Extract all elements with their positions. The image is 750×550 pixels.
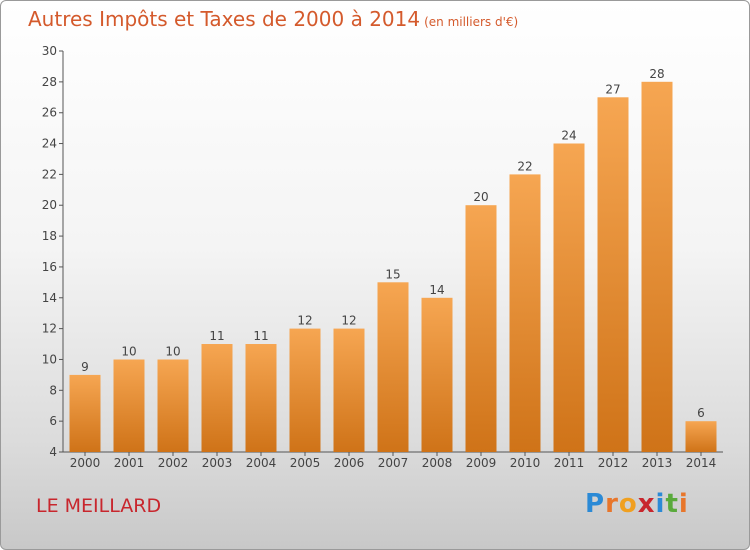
bar	[685, 421, 717, 452]
bar	[641, 81, 673, 453]
x-tick-label: 2000	[70, 456, 101, 470]
y-tick-label: 16	[42, 260, 57, 274]
bar-value-label: 27	[605, 82, 620, 96]
brand-letter: o	[618, 489, 638, 519]
bar-value-label: 22	[517, 159, 532, 173]
chart-subtitle: (en milliers d'€)	[424, 15, 519, 29]
bar-value-label: 24	[561, 129, 576, 143]
y-tick-label: 20	[42, 198, 57, 212]
y-tick-label: 24	[42, 137, 57, 151]
y-tick-label: 8	[49, 383, 57, 397]
bar-value-label: 12	[341, 314, 356, 328]
bar-value-label: 14	[429, 283, 444, 297]
bar-value-label: 15	[385, 267, 400, 281]
brand-letter: x	[637, 489, 656, 519]
bar-value-label: 11	[209, 329, 224, 343]
bar-value-label: 28	[649, 67, 664, 81]
y-tick-label: 10	[42, 352, 57, 366]
bar-value-label: 12	[297, 314, 312, 328]
bar	[421, 297, 453, 452]
bar	[245, 344, 277, 452]
y-tick-label: 14	[42, 291, 57, 305]
chart-title: Autres Impôts et Taxes de 2000 à 2014 (en…	[28, 7, 518, 31]
x-tick-label: 2011	[554, 456, 585, 470]
x-tick-label: 2003	[202, 456, 233, 470]
x-tick-label: 2005	[290, 456, 321, 470]
x-tick-label: 2012	[598, 456, 629, 470]
proxiti-logo: Proxiti	[585, 489, 689, 519]
x-tick-label: 2009	[466, 456, 497, 470]
x-tick-label: 2006	[334, 456, 365, 470]
brand-letter: P	[585, 489, 606, 519]
y-tick-label: 4	[49, 445, 57, 459]
place-name: LE MEILLARD	[36, 495, 162, 517]
bar	[597, 97, 629, 453]
x-tick-label: 2008	[422, 456, 453, 470]
y-tick-label: 6	[49, 414, 57, 428]
bar	[553, 143, 585, 452]
bar-value-label: 11	[253, 329, 268, 343]
bar-value-label: 10	[165, 345, 180, 359]
brand-letter: i	[678, 489, 689, 519]
bar	[201, 344, 233, 452]
bar	[333, 328, 365, 452]
y-tick-label: 22	[42, 167, 57, 181]
x-tick-label: 2010	[510, 456, 541, 470]
brand-letter: r	[605, 489, 619, 519]
bar	[113, 359, 145, 452]
y-tick-label: 30	[42, 44, 57, 58]
x-tick-label: 2014	[686, 456, 717, 470]
bar-value-label: 6	[697, 406, 705, 420]
bar	[377, 282, 409, 452]
bar	[509, 174, 541, 452]
bar-value-label: 10	[121, 345, 136, 359]
bar	[289, 328, 321, 452]
y-tick-label: 26	[42, 106, 57, 120]
x-tick-label: 2004	[246, 456, 277, 470]
bar	[69, 374, 101, 452]
y-tick-label: 12	[42, 322, 57, 336]
x-tick-label: 2001	[114, 456, 145, 470]
brand-letter: t	[665, 489, 679, 519]
chart-title-text: Autres Impôts et Taxes de 2000 à 2014	[28, 7, 421, 31]
bar	[465, 205, 497, 452]
bar-value-label: 20	[473, 190, 488, 204]
y-tick-label: 18	[42, 229, 57, 243]
x-tick-label: 2007	[378, 456, 409, 470]
y-tick-label: 28	[42, 75, 57, 89]
x-tick-label: 2013	[642, 456, 673, 470]
x-tick-label: 2002	[158, 456, 189, 470]
brand-letter: i	[655, 489, 666, 519]
bar	[157, 359, 189, 452]
bar-value-label: 9	[81, 360, 89, 374]
